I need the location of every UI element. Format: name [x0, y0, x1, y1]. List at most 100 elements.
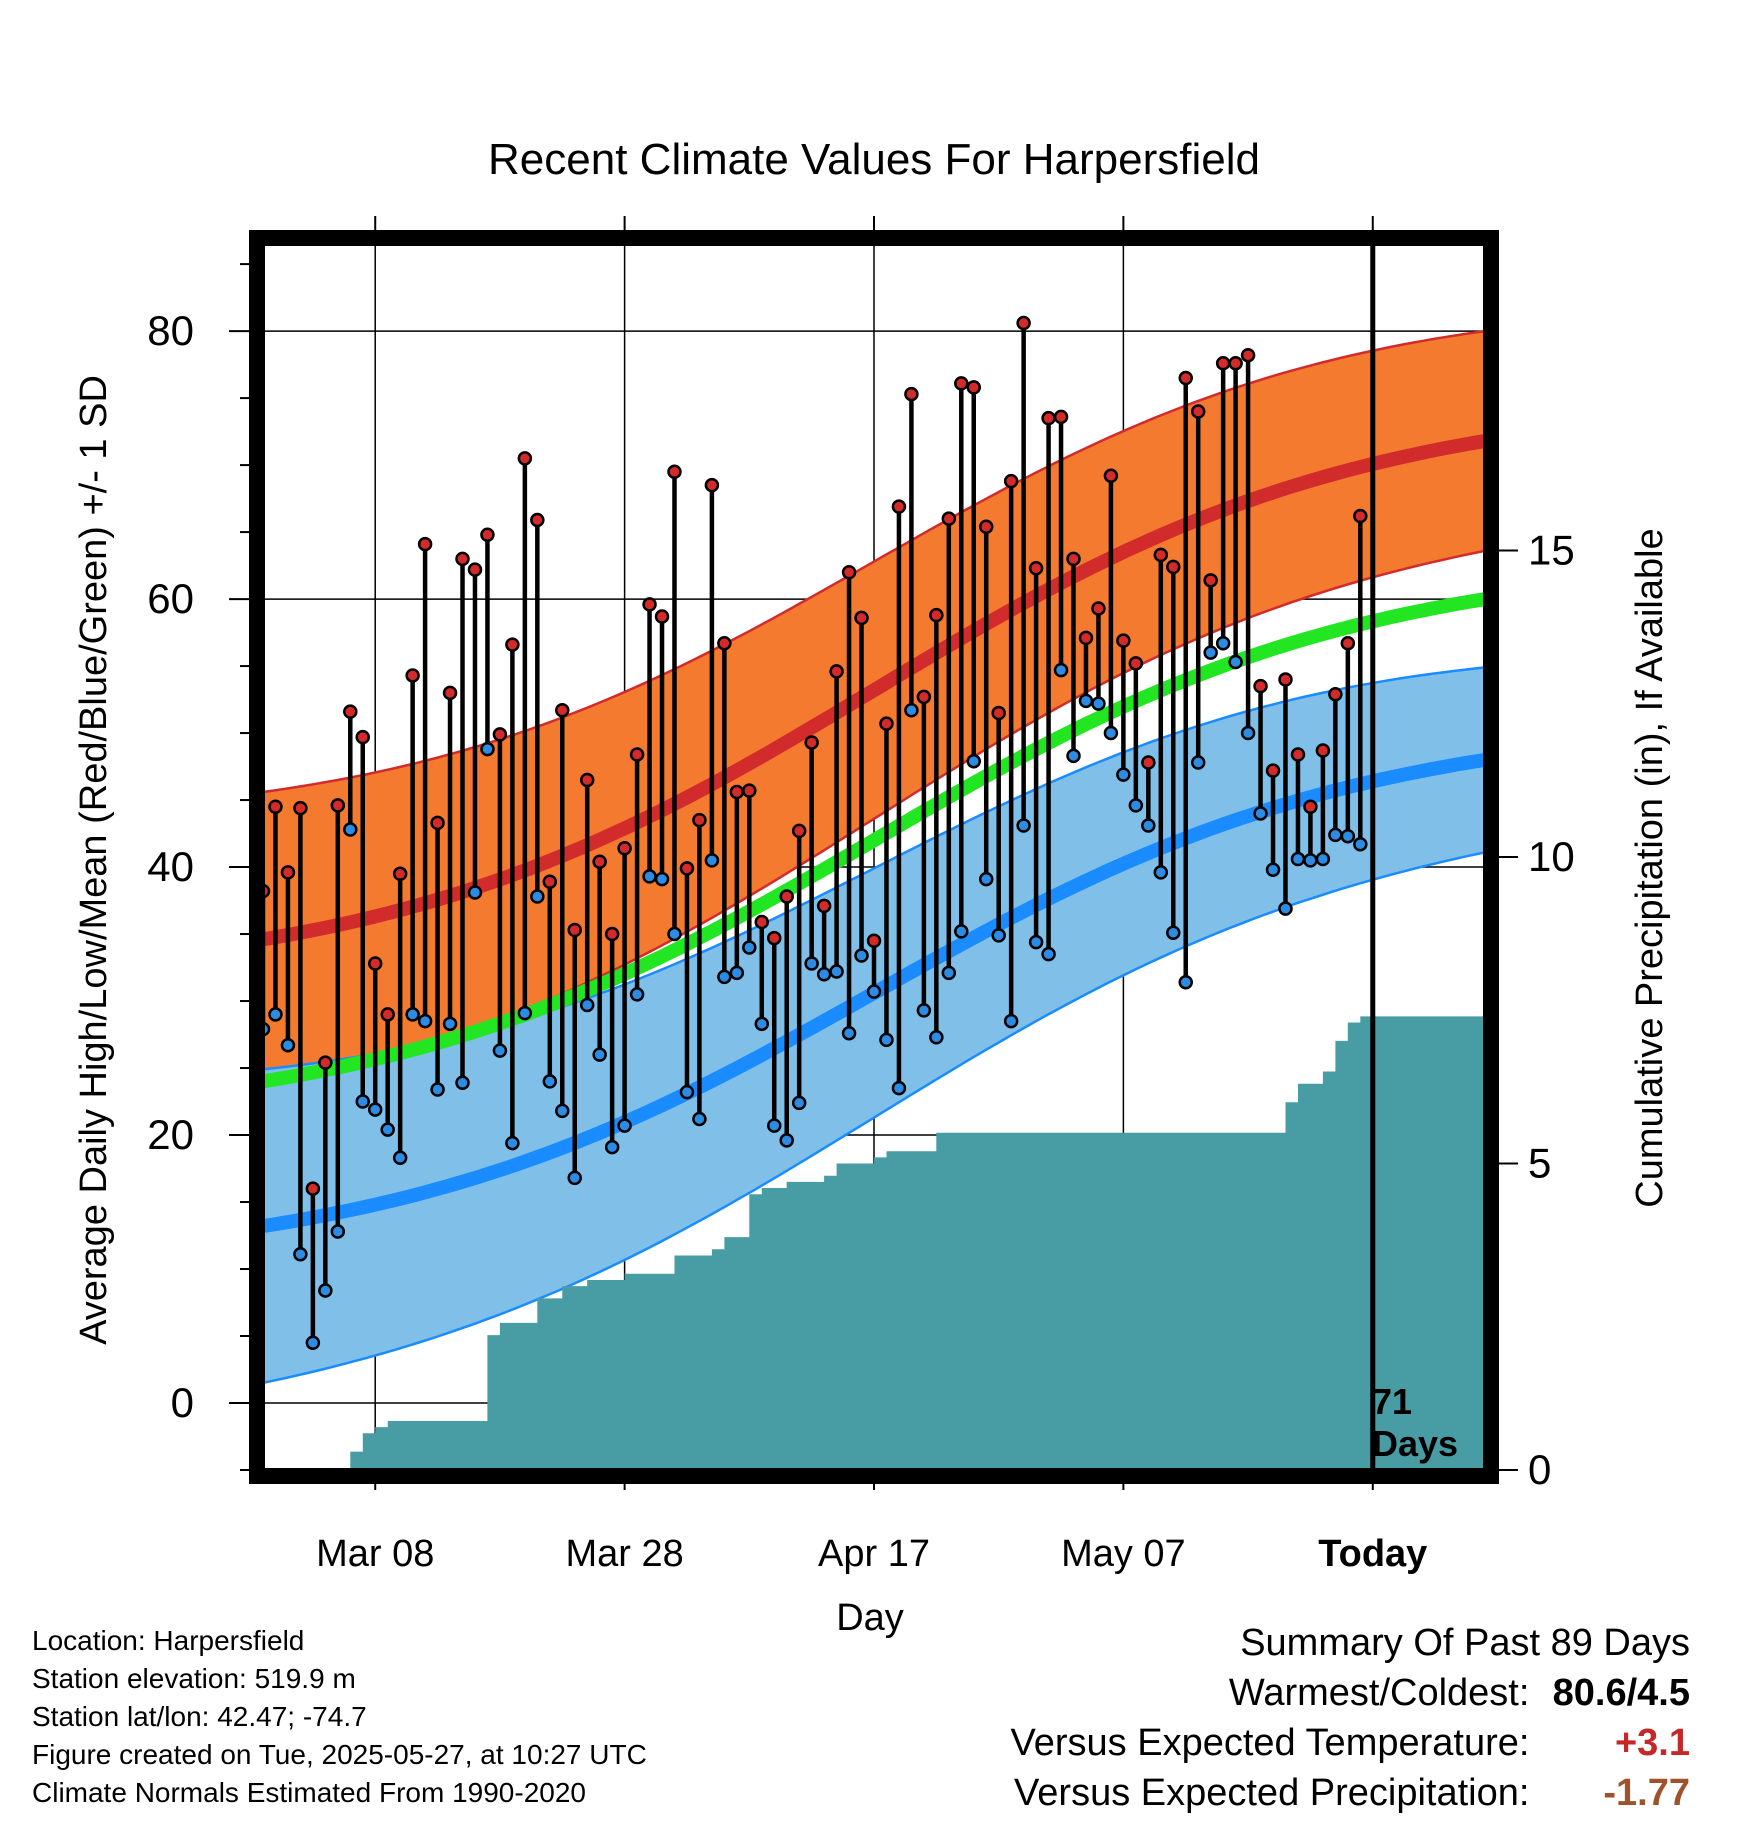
daily-high-point	[1290, 747, 1306, 762]
daily-low-point	[1166, 925, 1181, 940]
daily-low-point	[405, 1007, 420, 1022]
daily-high-point	[679, 861, 695, 876]
daily-low-point	[1066, 748, 1081, 764]
daily-low-point	[854, 948, 869, 963]
daily-low-point	[1141, 818, 1156, 833]
daily-high-point	[555, 703, 570, 718]
daily-high-point	[1303, 799, 1318, 815]
y-tick-label: 20	[147, 1111, 194, 1158]
daily-low-point	[667, 926, 682, 942]
daily-high-point	[629, 747, 645, 762]
daily-low-point	[692, 1111, 707, 1127]
daily-low-point	[891, 1080, 907, 1096]
normals-text: Climate Normals Estimated From 1990-2020	[32, 1777, 586, 1808]
daily-range-bars	[263, 323, 1363, 1343]
daily-low-point	[1290, 851, 1306, 867]
location-text: Location: Harpersfield	[32, 1625, 305, 1656]
daily-low-point	[1053, 662, 1069, 678]
daily-low-point	[978, 871, 994, 887]
daily-low-point	[330, 1224, 346, 1239]
daily-low-point	[318, 1283, 333, 1298]
daily-low-point	[1303, 853, 1318, 868]
x-tick-label: Mar 08	[316, 1533, 434, 1575]
daily-high-point	[1041, 410, 1056, 426]
daily-high-point	[1028, 561, 1044, 576]
daily-high-point	[604, 926, 620, 942]
x-tick-label: Today	[1318, 1533, 1427, 1575]
daily-low-point	[530, 889, 545, 904]
daily-low-point	[679, 1084, 695, 1100]
daily-low-point	[1103, 725, 1119, 741]
daily-high-point	[1116, 633, 1131, 648]
daily-low-point	[642, 869, 657, 884]
daily-high-point	[1016, 315, 1031, 331]
daily-low-point	[1240, 725, 1256, 741]
daily-high-point	[1215, 356, 1231, 371]
daily-high-point	[854, 610, 869, 626]
daily-low-point	[367, 1102, 383, 1117]
daily-low-point	[567, 1170, 582, 1186]
daily-low-point	[1153, 865, 1169, 880]
daily-high-point	[392, 866, 408, 881]
daily-low-point	[480, 741, 495, 757]
daily-low-point	[467, 885, 483, 900]
daily-high-point	[1078, 630, 1094, 646]
daily-high-point	[268, 799, 283, 815]
daily-high-point	[1141, 755, 1156, 770]
daily-high-point	[1240, 347, 1256, 363]
daily-high-point	[991, 705, 1006, 721]
daily-low-point	[879, 1032, 894, 1048]
daily-high-point	[729, 784, 745, 800]
y2-axis-label: Cumulative Precipitation (in), If Availa…	[1629, 528, 1671, 1207]
daily-low-point	[305, 1335, 321, 1350]
daily-high-point	[293, 800, 308, 816]
daily-low-point	[542, 1074, 558, 1089]
daily-high-point	[841, 565, 857, 580]
temp-anomaly-value: +3.1	[1614, 1722, 1690, 1764]
warmest-coldest-label: Warmest/Coldest:	[1228, 1672, 1530, 1714]
daily-low-point	[617, 1118, 632, 1133]
daily-low-point	[1190, 755, 1206, 770]
daily-low-point	[1328, 827, 1343, 843]
daily-high-point	[692, 812, 707, 828]
daily-low-point	[1228, 654, 1243, 670]
daily-low-point	[1116, 767, 1131, 782]
daily-low-point	[380, 1122, 395, 1137]
daily-low-point	[916, 1003, 932, 1018]
daily-high-point	[1340, 636, 1356, 651]
daily-low-point	[355, 1094, 371, 1109]
daily-high-point	[492, 727, 508, 742]
daily-low-point	[991, 928, 1006, 943]
daily-low-point	[1353, 837, 1368, 852]
daily-high-point	[592, 854, 607, 869]
daily-low-point	[941, 965, 957, 981]
today-days-label-2: Days	[1372, 1423, 1458, 1464]
daily-low-point	[729, 965, 745, 981]
temp-anomaly-row: Versus Expected Temperature: +3.1	[1011, 1718, 1690, 1768]
daily-high-point	[305, 1181, 321, 1196]
daily-high-point	[1178, 370, 1193, 386]
precip-anomaly-value: -1.77	[1603, 1772, 1690, 1814]
daily-low-point	[1265, 862, 1281, 877]
y-axis-ticks: 0 20 40 60 80	[147, 263, 250, 1471]
daily-low-point	[492, 1043, 508, 1058]
cumulative-precip-area	[263, 1016, 1485, 1470]
x-tick-label: Mar 28	[565, 1533, 683, 1575]
daily-low-point	[505, 1135, 520, 1151]
daily-high-point	[667, 464, 682, 480]
daily-high-point	[779, 889, 794, 904]
temp-anomaly-label: Versus Expected Temperature:	[1010, 1722, 1530, 1764]
y2-tick-label: 10	[1528, 833, 1575, 880]
y2-axis-ticks: 0 5 10 15	[1498, 527, 1575, 1493]
daily-low-point	[766, 1118, 782, 1133]
daily-low-point	[1041, 946, 1056, 962]
daily-high-point	[617, 841, 632, 856]
created-text: Figure created on Tue, 2025-05-27, at 10…	[32, 1739, 647, 1770]
daily-low-point	[417, 1013, 433, 1029]
daily-high-point	[766, 930, 782, 946]
daily-low-point	[1215, 636, 1231, 651]
daily-low-point	[1315, 851, 1331, 867]
daily-low-point	[779, 1133, 794, 1148]
daily-high-point	[717, 636, 732, 651]
daily-high-point	[1103, 468, 1119, 484]
